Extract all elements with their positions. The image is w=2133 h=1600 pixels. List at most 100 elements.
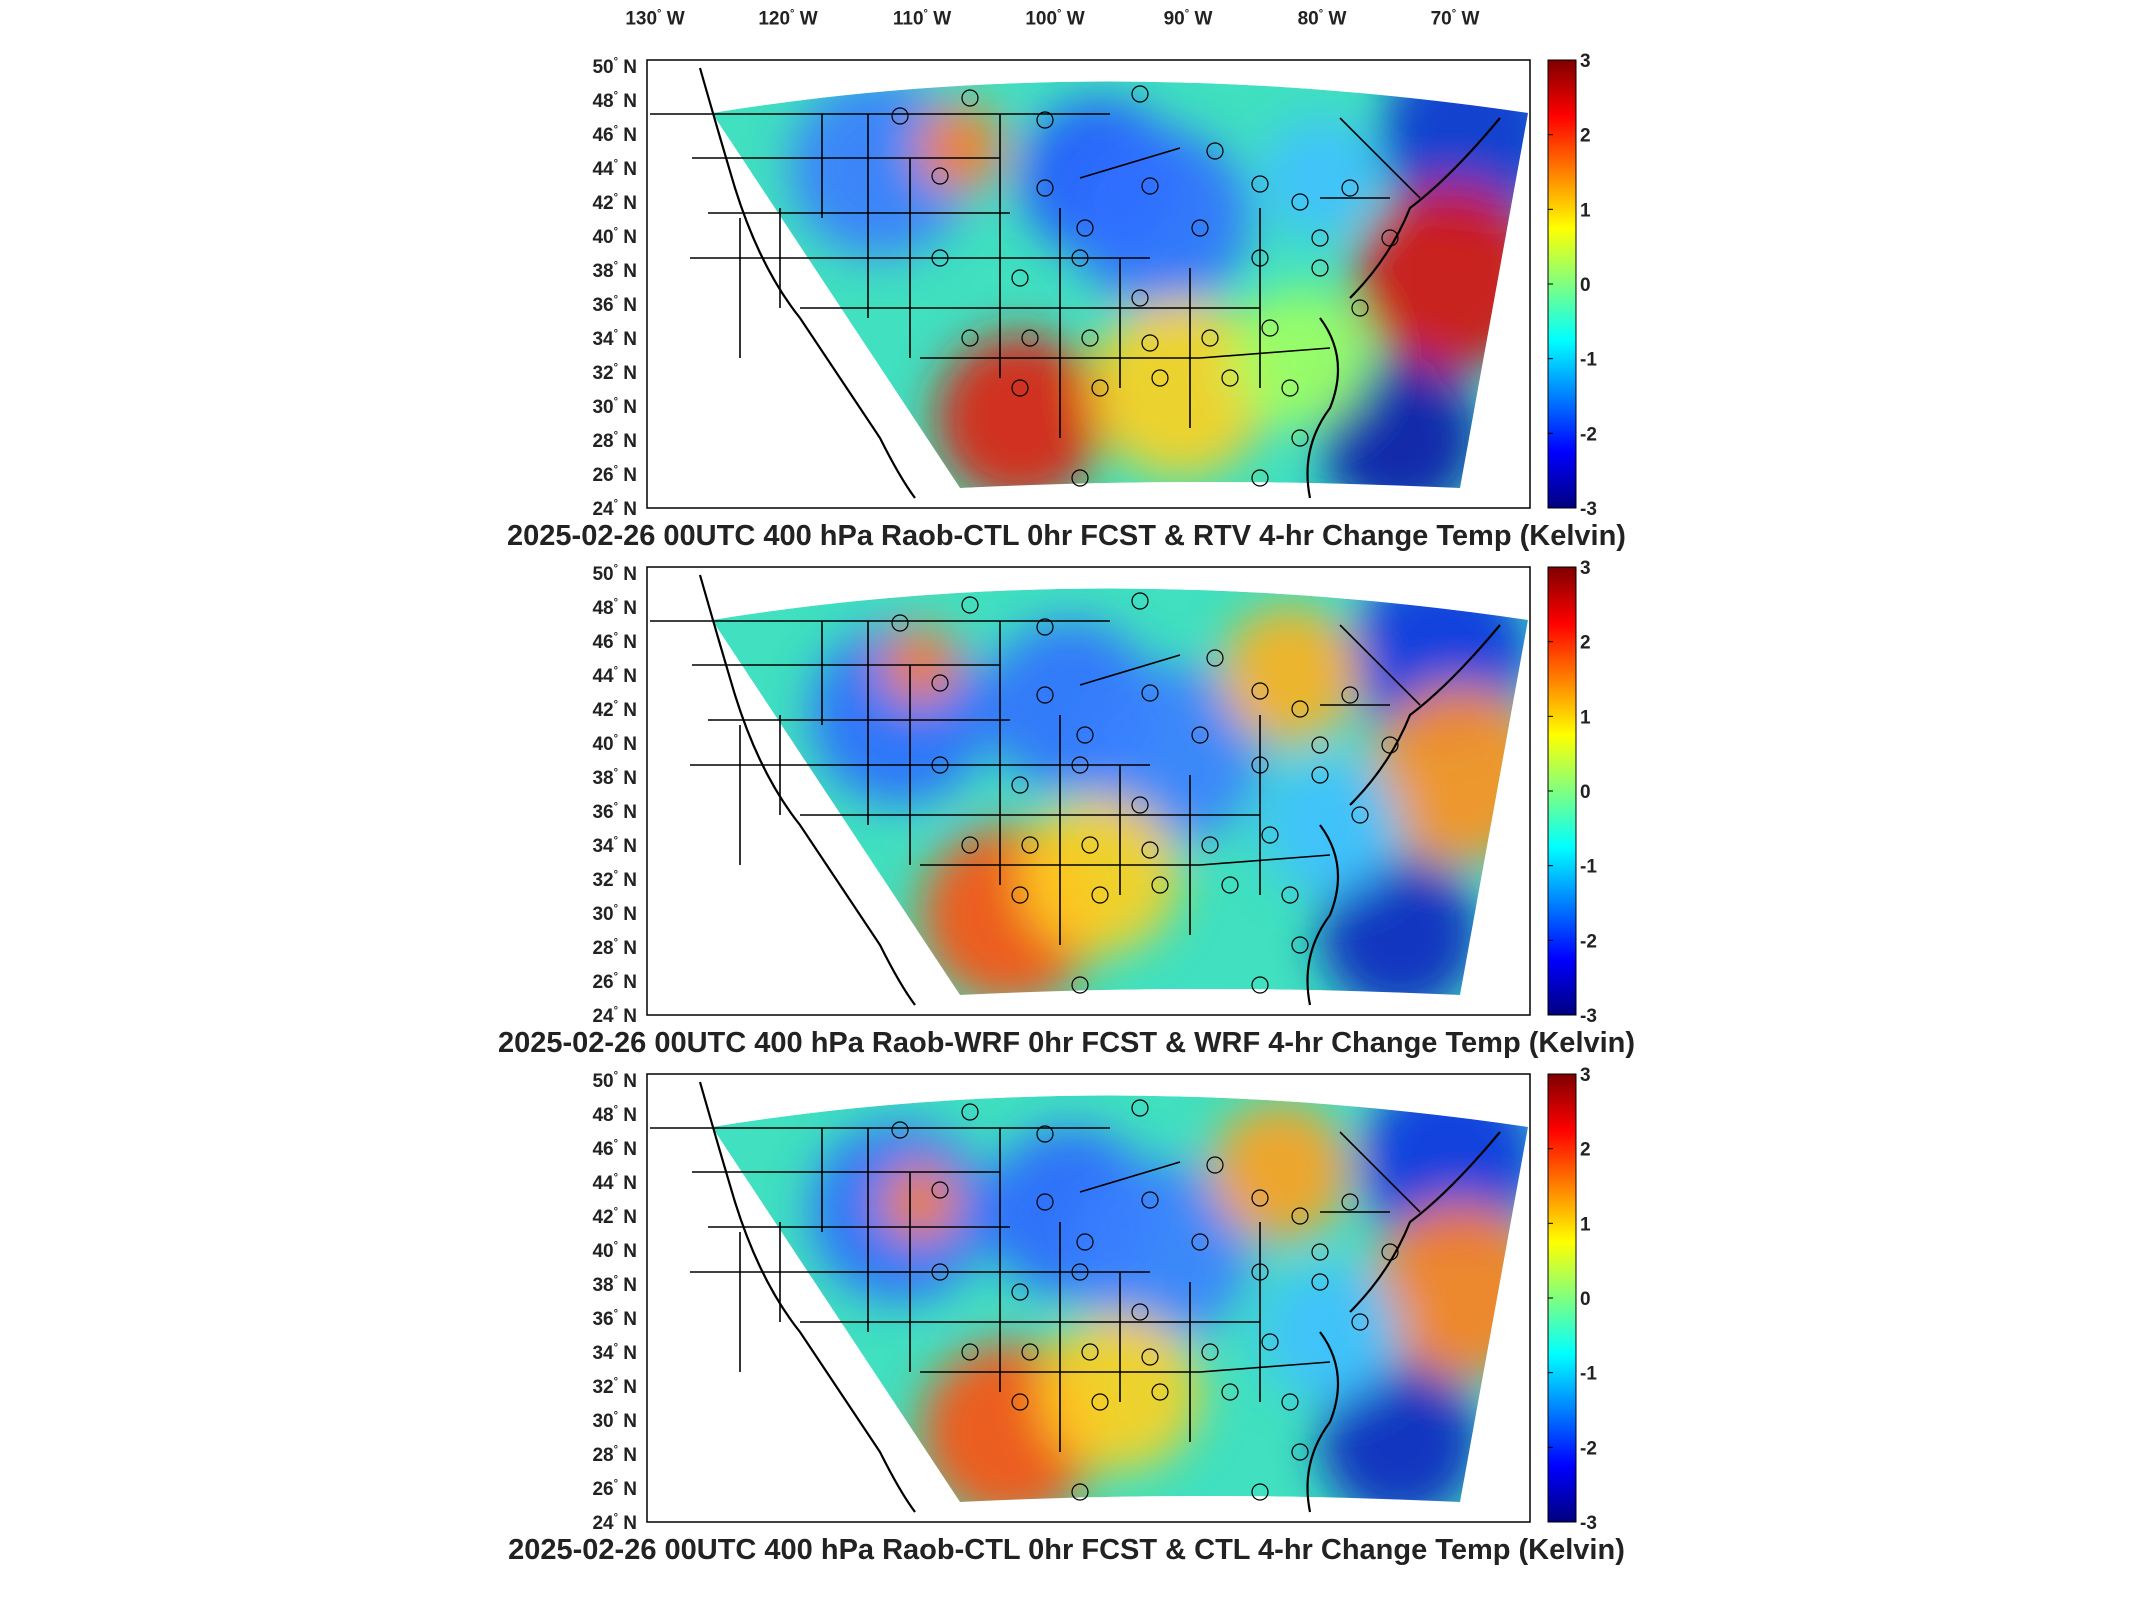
lat-label: 36° N	[592, 801, 637, 823]
station-marker	[931, 1263, 949, 1281]
station-marker	[1091, 379, 1109, 397]
station-marker	[1351, 806, 1369, 824]
station-marker	[1251, 1263, 1269, 1281]
lat-label: 34° N	[592, 835, 637, 857]
station-marker	[1011, 1283, 1029, 1301]
lon-label: 110° W	[892, 8, 952, 30]
station-marker	[1291, 936, 1309, 954]
lon-label: 120° W	[758, 8, 818, 30]
station-marker	[1036, 1193, 1054, 1211]
station-marker	[1351, 299, 1369, 317]
station-marker	[1261, 1333, 1279, 1351]
lat-label: 46° N	[592, 124, 637, 146]
map-panel-1: 50° N 48° N 46° N 44° N 42° N 40° N 38° N 36° N…	[0, 51, 2133, 558]
station-marker	[1021, 836, 1039, 854]
station-marker	[1071, 1263, 1089, 1281]
lat-label: 38° N	[592, 1274, 637, 1296]
station-marker	[891, 614, 909, 632]
station-marker	[1311, 1273, 1329, 1291]
lon-label: 80° W	[1297, 8, 1347, 30]
station-marker	[1151, 876, 1169, 894]
station-marker	[1191, 219, 1209, 237]
station-marker	[1131, 289, 1149, 307]
colorbar-tick-label: -1	[1580, 857, 1597, 878]
station-marker	[1281, 1393, 1299, 1411]
colorbar-tick-label: -2	[1580, 1438, 1597, 1459]
lat-label: 50° N	[592, 56, 637, 78]
station-marker	[1221, 1383, 1239, 1401]
colorbar-tick-label: -1	[1580, 1364, 1597, 1385]
lat-label: 44° N	[592, 158, 637, 180]
station-marker	[1091, 886, 1109, 904]
station-marker	[1036, 1125, 1054, 1143]
station-marker	[1191, 1233, 1209, 1251]
colorbar-tick-label: 2	[1580, 633, 1591, 654]
lat-label: 24° N	[592, 1005, 637, 1027]
station-marker	[1141, 1348, 1159, 1366]
colorbar-tick-label: -2	[1580, 931, 1597, 952]
station-marker	[1151, 1383, 1169, 1401]
lat-label: 50° N	[592, 563, 637, 585]
station-marker	[1341, 686, 1359, 704]
lat-label: 40° N	[592, 1240, 637, 1262]
station-marker	[1261, 826, 1279, 844]
colorbar-tick-label: -3	[1580, 1513, 1597, 1534]
station-marker	[1141, 177, 1159, 195]
station-marker	[1131, 1099, 1149, 1117]
station-marker	[1071, 469, 1089, 487]
lat-label: 26° N	[592, 464, 637, 486]
lat-label: 44° N	[592, 665, 637, 687]
lat-label: 36° N	[592, 1308, 637, 1330]
panel-title: 2025-02-26 00UTC 400 hPa Raob-CTL 0hr FC…	[508, 1534, 1625, 1566]
station-marker	[1036, 618, 1054, 636]
station-marker	[1291, 1207, 1309, 1225]
lat-label: 32° N	[592, 869, 637, 891]
colorbar-tick-label: 0	[1580, 1289, 1591, 1310]
station-marker	[891, 107, 909, 125]
lat-label: 48° N	[592, 90, 637, 112]
station-marker	[1381, 1243, 1399, 1261]
station-marker	[1206, 142, 1224, 160]
station-marker	[1076, 726, 1094, 744]
raob-stations	[891, 592, 1399, 994]
station-marker	[1071, 756, 1089, 774]
station-marker	[961, 836, 979, 854]
station-marker	[1036, 111, 1054, 129]
lat-label: 24° N	[592, 498, 637, 520]
colorbar-tick-label: 3	[1580, 51, 1591, 72]
station-marker	[1201, 1343, 1219, 1361]
station-marker	[1291, 1443, 1309, 1461]
station-marker	[1141, 841, 1159, 859]
station-marker	[1291, 193, 1309, 211]
colorbar-tick-label: 0	[1580, 782, 1591, 803]
station-marker	[1251, 756, 1269, 774]
lat-label: 30° N	[592, 903, 637, 925]
lon-label: 70° W	[1430, 8, 1480, 30]
map-canvas: 50° N 48° N 46° N 44° N 42° N 40° N 38° N 36° N…	[592, 51, 1597, 520]
longitude-axis: 130° W 120° W 110° W 100° W 90° W 80° W …	[0, 0, 2133, 40]
station-marker	[1221, 369, 1239, 387]
station-marker	[1206, 1156, 1224, 1174]
station-marker	[931, 167, 949, 185]
lat-label: 30° N	[592, 396, 637, 418]
map-panel-3: 50° N 48° N 46° N 44° N 42° N 40° N 38° N 36° N…	[0, 1065, 2133, 1572]
lat-label: 38° N	[592, 260, 637, 282]
station-marker	[1151, 369, 1169, 387]
lat-label: 48° N	[592, 597, 637, 619]
lat-label: 50° N	[592, 1070, 637, 1092]
lat-label: 32° N	[592, 362, 637, 384]
lat-label: 42° N	[592, 192, 637, 214]
colorbar-tick-label: -2	[1580, 424, 1597, 445]
station-marker	[1311, 736, 1329, 754]
station-marker	[1261, 319, 1279, 337]
map-boundaries	[650, 574, 1501, 1006]
station-marker	[1131, 592, 1149, 610]
lat-label: 40° N	[592, 226, 637, 248]
station-marker	[1191, 726, 1209, 744]
station-marker	[1081, 836, 1099, 854]
station-marker	[1081, 329, 1099, 347]
station-marker	[961, 89, 979, 107]
colorbar-tick-label: 3	[1580, 1065, 1591, 1086]
station-marker	[1011, 776, 1029, 794]
lon-label: 90° W	[1163, 8, 1213, 30]
